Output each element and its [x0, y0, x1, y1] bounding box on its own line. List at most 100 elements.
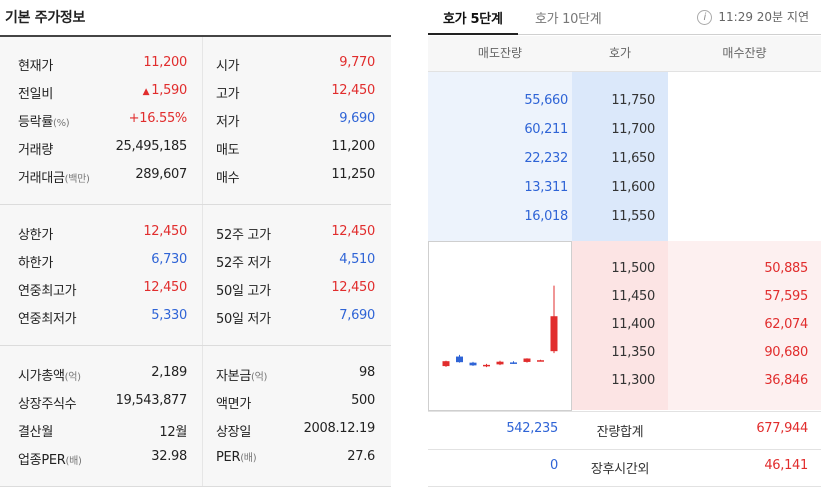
bid-qty: 36,846 [764, 373, 808, 388]
info-value: 11,250 [331, 167, 375, 182]
info-label: 저가 [216, 111, 240, 130]
info-row: 하한가 6,730 52주 저가 4,510 [0, 252, 391, 272]
candle-body [537, 360, 544, 362]
bid-price[interactable]: 11,500 [611, 261, 655, 276]
info-label: 하한가 [18, 252, 53, 271]
summary-bid-total: 677,944 [756, 421, 808, 436]
info-value: 12,450 [331, 280, 375, 295]
bid-price[interactable]: 11,450 [611, 289, 655, 304]
info-label: 상장일 [216, 421, 251, 440]
info-value: 12,450 [331, 83, 375, 98]
ask-price[interactable]: 11,650 [611, 151, 655, 166]
label-text: 상장일 [216, 425, 251, 440]
info-row: 상한가 12,450 52주 고가 12,450 [0, 224, 391, 244]
info-row: 결산월 12월 상장일 2008.12.19 [0, 421, 391, 441]
summary-divider [428, 411, 821, 412]
tab-5-level[interactable]: 호가 5단계 [443, 12, 503, 27]
delay-info: i 11:29 20분 지연 [697, 8, 809, 25]
label-text: 업종PER [18, 453, 66, 468]
info-label: 연중최고가 [18, 280, 77, 299]
info-value: ▲ 1,590 [142, 83, 188, 98]
bid-price-area [572, 241, 668, 410]
bid-price[interactable]: 11,350 [611, 345, 655, 360]
bid-price[interactable]: 11,300 [611, 373, 655, 388]
value-text: 5,330 [151, 308, 187, 323]
info-value: 32.98 [151, 449, 187, 464]
ask-qty: 22,232 [524, 151, 568, 166]
active-tab-indicator [428, 33, 518, 35]
label-text: 시가총액 [18, 369, 65, 384]
value-text: 6,730 [151, 252, 187, 267]
ask-price[interactable]: 11,550 [611, 209, 655, 224]
summary-ask-total: 0 [550, 458, 558, 473]
label-text: 고가 [216, 87, 240, 102]
info-label: 현재가 [18, 55, 53, 74]
info-label: 거래량 [18, 139, 53, 158]
label-text: 상한가 [18, 228, 53, 243]
value-text: 289,607 [135, 167, 187, 182]
label-text: 거래대금 [18, 171, 65, 186]
label-text: 상장주식수 [18, 397, 77, 412]
tab-10-level[interactable]: 호가 10단계 [535, 12, 602, 27]
label-text: 50일 고가 [216, 284, 271, 299]
ask-price[interactable]: 11,700 [611, 122, 655, 137]
label-text: 50일 저가 [216, 312, 271, 327]
candle-body [483, 364, 490, 367]
info-value: 500 [351, 393, 375, 408]
basic-stock-info-panel: 기본 주가정보 현재가 11,200 시가 9,770 전일비 ▲ 1,590 고가 12,45… [0, 0, 391, 493]
ask-price-area [572, 72, 668, 241]
info-label: 매수 [216, 167, 240, 186]
header-bid-qty: 매수잔량 [668, 36, 821, 71]
bid-qty: 57,595 [764, 289, 808, 304]
header-price: 호가 [572, 36, 668, 71]
info-value: 19,543,877 [116, 393, 188, 408]
section-divider [0, 345, 391, 346]
ask-price[interactable]: 11,600 [611, 180, 655, 195]
label-text: 52주 저가 [216, 256, 271, 271]
mini-candle-chart [428, 241, 572, 411]
info-label: 매도 [216, 139, 240, 158]
info-table-background [0, 37, 391, 487]
info-icon[interactable]: i [697, 10, 713, 25]
summary-label: 잔량합계 [596, 425, 644, 440]
info-label: 업종PER(배) [18, 449, 82, 468]
info-value: 12,450 [143, 224, 187, 239]
label-text: 연중최고가 [18, 284, 77, 299]
candle-body [510, 362, 517, 364]
info-label: 50일 저가 [216, 308, 271, 327]
info-row: 등락률(%) +16.55% 저가 9,690 [0, 111, 391, 131]
info-value: 4,510 [339, 252, 375, 267]
candle-chart-svg [442, 285, 558, 368]
ask-qty-area [428, 72, 572, 241]
info-label: PER(배) [216, 449, 257, 465]
label-text: 매도 [216, 143, 240, 158]
bid-qty-area [668, 241, 821, 410]
label-text: 자본금 [216, 369, 251, 384]
info-label: 거래대금(백만) [18, 167, 90, 186]
bid-price[interactable]: 11,400 [611, 317, 655, 332]
label-text: PER [216, 450, 241, 465]
info-row: 전일비 ▲ 1,590 고가 12,450 [0, 83, 391, 103]
label-unit: (%) [52, 118, 70, 129]
label-unit: (배) [240, 453, 257, 464]
info-value: 9,690 [339, 111, 375, 126]
ask-price[interactable]: 11,750 [611, 93, 655, 108]
info-label: 시가총액(억) [18, 365, 81, 384]
info-value: 2008.12.19 [303, 421, 376, 436]
label-unit: (억) [64, 372, 81, 383]
bid-qty: 90,680 [764, 345, 808, 360]
label-text: 시가 [216, 59, 240, 74]
summary-divider [428, 486, 821, 487]
info-label: 상한가 [18, 224, 53, 243]
info-value: 98 [359, 365, 375, 380]
candle-body [550, 316, 558, 352]
up-arrow-icon: ▲ [142, 87, 150, 97]
order-book-panel: 호가 5단계 호가 10단계 i 11:29 20분 지연 매도잔량 호가 매수잔… [428, 0, 821, 493]
label-text: 하한가 [18, 256, 53, 271]
info-value: 2,189 [151, 365, 187, 380]
bid-qty: 62,074 [764, 317, 808, 332]
ask-qty: 55,660 [524, 93, 568, 108]
info-value: 289,607 [135, 167, 187, 182]
bid-qty: 50,885 [764, 261, 808, 276]
label-unit: (억) [250, 372, 268, 383]
